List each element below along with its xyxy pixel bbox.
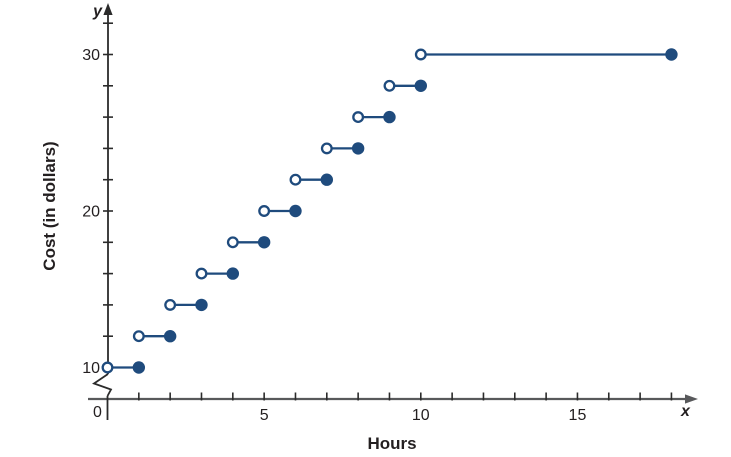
y-axis-break-zigzag-icon [92,373,113,397]
step-closed-endpoint [289,204,302,218]
x-axis-letter: x [680,403,691,420]
step-open-endpoint [101,361,114,374]
step-closed-endpoint [351,142,365,155]
step-segment [132,330,177,343]
x-tick-label: 5 [260,407,269,424]
step-closed-endpoint [665,48,678,61]
step-open-endpoint [164,298,177,311]
step-closed-endpoint [132,361,146,374]
step-open-endpoint [320,142,333,155]
step-segment [101,361,146,374]
x-axis-arrowhead-icon [685,394,698,404]
step-closed-endpoint [195,298,208,312]
series-layer [101,48,678,374]
step-open-endpoint [383,79,396,92]
step-closed-endpoint [383,110,396,124]
axes-layer [88,3,698,420]
step-closed-endpoint [257,236,271,249]
y-axis-letter: y [92,3,103,20]
step-open-endpoint [226,236,239,249]
step-segment [383,79,427,93]
step-segment [414,48,678,61]
y-tick-label: 30 [82,47,100,64]
step-segment [226,236,271,249]
x-tick-label: 15 [569,407,587,424]
tick-labels-layer: 0 5 10 15 10 20 30 [82,47,586,424]
step-open-endpoint [414,48,427,61]
step-closed-endpoint [163,330,177,343]
step-closed-endpoint [320,173,334,186]
ticks-layer [103,22,673,401]
y-tick-label: 10 [82,360,100,377]
origin-label: 0 [93,404,102,421]
y-axis-title: Cost (in dollars) [40,141,59,270]
step-segment [258,204,302,218]
step-open-endpoint [258,205,271,217]
x-axis-title: Hours [367,434,416,453]
y-tick-label: 20 [82,204,100,221]
step-open-endpoint [132,330,145,343]
step-segment [289,173,334,186]
step-open-endpoint [289,173,302,186]
step-open-endpoint [352,111,365,124]
step-segment [320,142,365,155]
step-closed-endpoint [414,79,427,93]
step-closed-endpoint [226,267,240,280]
step-open-endpoint [195,267,208,280]
step-segment [195,267,240,280]
step-segment [164,298,208,312]
step-segment [352,110,396,124]
y-axis-arrowhead-icon [103,3,113,15]
x-tick-label: 10 [412,407,430,424]
